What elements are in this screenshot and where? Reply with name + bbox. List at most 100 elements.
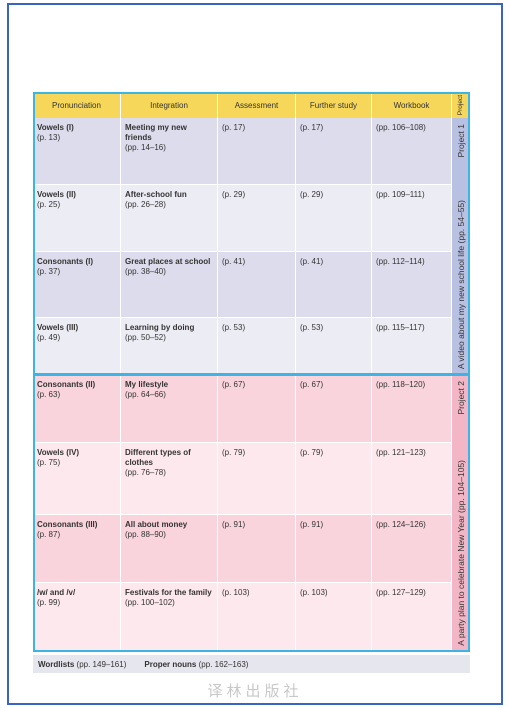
- table-cell: (p. 91): [296, 515, 372, 583]
- lesson-title: After-school fun: [125, 190, 187, 199]
- table-cell: (pp. 118–120): [372, 375, 452, 443]
- table-cell: (p. 67): [296, 375, 372, 443]
- unit-border: [33, 374, 470, 652]
- page-ref: (pp. 109–111): [376, 190, 425, 199]
- page-frame: [7, 3, 503, 705]
- footer-item: Wordlists (pp. 149–161): [38, 660, 126, 669]
- lesson-title: Festivals for the family: [125, 588, 212, 597]
- lesson-title: /w/ and /v/: [37, 588, 76, 597]
- table-cell: (p. 103): [296, 583, 372, 652]
- page-ref: (p. 37): [37, 267, 61, 276]
- lesson-title: Meeting my new friends: [125, 123, 187, 142]
- table-cell: (p. 67): [218, 375, 296, 443]
- page-ref: (p. 91): [300, 520, 324, 529]
- page-ref: (pp. 127–129): [376, 588, 426, 597]
- page-ref: (pp. 115–117): [376, 323, 425, 332]
- table-cell: (pp. 124–126): [372, 515, 452, 583]
- page-ref: (p. 49): [37, 333, 61, 342]
- table-cell: My lifestyle (pp. 64–66): [121, 375, 218, 443]
- table-cell: After-school fun (pp. 26–28): [121, 185, 218, 252]
- header-text: Further study: [309, 100, 358, 110]
- page-ref: (pp. 38–40): [125, 267, 166, 276]
- footer-row: Wordlists (pp. 149–161) Proper nouns (pp.…: [33, 655, 470, 673]
- lesson-title: All about money: [125, 520, 188, 529]
- table-cell: (p. 53): [296, 318, 372, 375]
- table-cell: (pp. 109–111): [372, 185, 452, 252]
- page-ref: (pp. 100–102): [125, 598, 175, 607]
- table-cell: Consonants (II) (p. 63): [33, 375, 121, 443]
- table-cell: (pp. 121–123): [372, 443, 452, 515]
- table-cell: Vowels (I) (p. 13): [33, 118, 121, 185]
- lesson-title: Vowels (II): [37, 190, 76, 199]
- lesson-title: Consonants (I): [37, 257, 93, 266]
- lesson-title: Vowels (IV): [37, 448, 80, 457]
- footer-label: Proper nouns: [144, 659, 197, 669]
- table-cell: (p. 91): [218, 515, 296, 583]
- header-text: Integration: [150, 100, 188, 110]
- page-ref: (p. 99): [37, 598, 61, 607]
- table-cell: Consonants (I) (p. 37): [33, 252, 121, 318]
- header-cell: Further study: [296, 92, 372, 118]
- page-ref: (pp. 64–66): [125, 390, 166, 399]
- header-text: Assessment: [234, 100, 279, 110]
- page-ref: (p. 29): [300, 190, 324, 199]
- page-ref: (pp. 50–52): [125, 333, 166, 342]
- table-cell: (p. 17): [296, 118, 372, 185]
- table-cell: Vowels (IV) (p. 75): [33, 443, 121, 515]
- header-text: Workbook: [393, 100, 430, 110]
- table-cell: Different types of clothes (pp. 76–78): [121, 443, 218, 515]
- watermark: 译林出版社: [207, 682, 303, 700]
- lesson-title: Vowels (I): [37, 123, 74, 132]
- table-cell: All about money (pp. 88–90): [121, 515, 218, 583]
- page-ref: (pp. 26–28): [125, 200, 166, 209]
- page-ref: (p. 41): [222, 257, 246, 266]
- page-ref: (p. 75): [37, 458, 61, 467]
- page-ref: (pp. 76–78): [125, 468, 166, 477]
- table-cell: (pp. 112–114): [372, 252, 452, 318]
- page-ref: (pp. 14–16): [125, 143, 166, 152]
- lesson-title: Vowels (III): [37, 323, 79, 332]
- page-ref: (p. 63): [37, 390, 61, 399]
- page-ref: (pp. 88–90): [125, 530, 166, 539]
- lesson-title: Consonants (II): [37, 380, 96, 389]
- lesson-title: Different types of clothes: [125, 448, 191, 467]
- page-ref: (p. 17): [222, 123, 246, 132]
- header-cell: Integration: [121, 92, 218, 118]
- page-ref: (p. 41): [300, 257, 324, 266]
- table-cell: Great places at school (pp. 38–40): [121, 252, 218, 318]
- page-ref: (p. 25): [37, 200, 61, 209]
- header-cell: Assessment: [218, 92, 296, 118]
- page-ref: (p. 29): [222, 190, 246, 199]
- page-ref: (pp. 124–126): [376, 520, 426, 529]
- table-cell: /w/ and /v/(p. 99): [33, 583, 121, 652]
- page-ref: (p. 13): [37, 133, 61, 142]
- header-cell: Pronunciation: [33, 92, 121, 118]
- unit-border: [33, 92, 470, 375]
- footer-label: Wordlists: [38, 659, 75, 669]
- page-ref: (pp. 118–120): [376, 380, 426, 389]
- table-cell: (p. 41): [218, 252, 296, 318]
- page-ref: (p. 67): [222, 380, 246, 389]
- page-ref: (p. 53): [300, 323, 324, 332]
- table-cell: (p. 17): [218, 118, 296, 185]
- page-ref: (pp. 121–123): [376, 448, 426, 457]
- table-cell: (pp. 106–108): [372, 118, 452, 185]
- table-cell: (pp. 115–117): [372, 318, 452, 375]
- page-ref: (p. 17): [300, 123, 324, 132]
- lesson-title: Learning by doing: [125, 323, 195, 332]
- page-ref: (p. 79): [300, 448, 324, 457]
- table-cell: (p. 29): [296, 185, 372, 252]
- header-text: Pronunciation: [52, 100, 101, 110]
- header-cell: Workbook: [372, 92, 452, 118]
- page-ref: (p. 91): [222, 520, 246, 529]
- table-cell: Vowels (II) (p. 25): [33, 185, 121, 252]
- lesson-title: Consonants (III): [37, 520, 98, 529]
- footer-pages: (pp. 162–163): [198, 659, 249, 669]
- table-cell: (p. 29): [218, 185, 296, 252]
- footer-pages: (pp. 149–161): [76, 659, 127, 669]
- page-ref: (p. 103): [300, 588, 328, 597]
- table-cell: (p. 41): [296, 252, 372, 318]
- page-ref: (pp. 106–108): [376, 123, 426, 132]
